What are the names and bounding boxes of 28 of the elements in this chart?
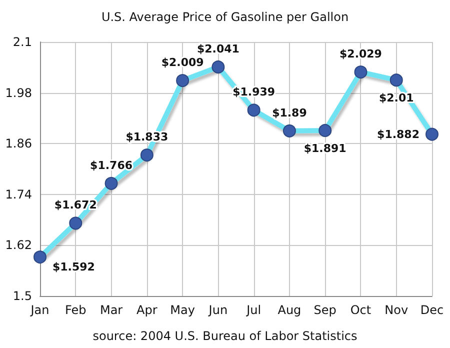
x-tick-label: May xyxy=(170,303,195,317)
x-tick-label: Oct xyxy=(350,303,372,317)
x-tick-label: Sep xyxy=(314,303,336,317)
data-label: $2.009 xyxy=(161,56,204,70)
data-label: $1.89 xyxy=(272,106,307,120)
x-tick-label: Apr xyxy=(136,303,158,317)
data-label: $1.766 xyxy=(90,158,133,172)
chart-title: U.S. Average Price of Gasoline per Gallon xyxy=(101,10,349,24)
y-tick-label: 1.62 xyxy=(5,238,32,252)
data-label: $1.891 xyxy=(304,142,346,155)
x-tick-label: Feb xyxy=(65,303,86,317)
x-tick-label: Mar xyxy=(100,303,123,317)
x-tick-label: Aug xyxy=(278,303,302,317)
data-label: $2.029 xyxy=(340,48,382,61)
data-label: $1.592 xyxy=(52,260,95,274)
x-tick-label: Nov xyxy=(384,303,408,317)
data-label: $1.882 xyxy=(377,128,420,141)
y-tick-label: 1.98 xyxy=(5,86,32,100)
y-tick-label: 2.1 xyxy=(12,35,32,49)
y-tick-label: 1.86 xyxy=(5,136,32,151)
y-tick-label: 1.74 xyxy=(5,187,32,202)
x-tick-label: Dec xyxy=(420,303,444,317)
x-tick-label: Jun xyxy=(208,303,228,317)
x-tick-label: Jul xyxy=(246,303,262,317)
x-tick-label: Jan xyxy=(30,303,50,317)
source-note: source: 2004 U.S. Bureau of Labor Statistics xyxy=(92,329,358,343)
data-label: $2.041 xyxy=(196,42,240,56)
y-tick-label: 1.5 xyxy=(12,289,32,303)
